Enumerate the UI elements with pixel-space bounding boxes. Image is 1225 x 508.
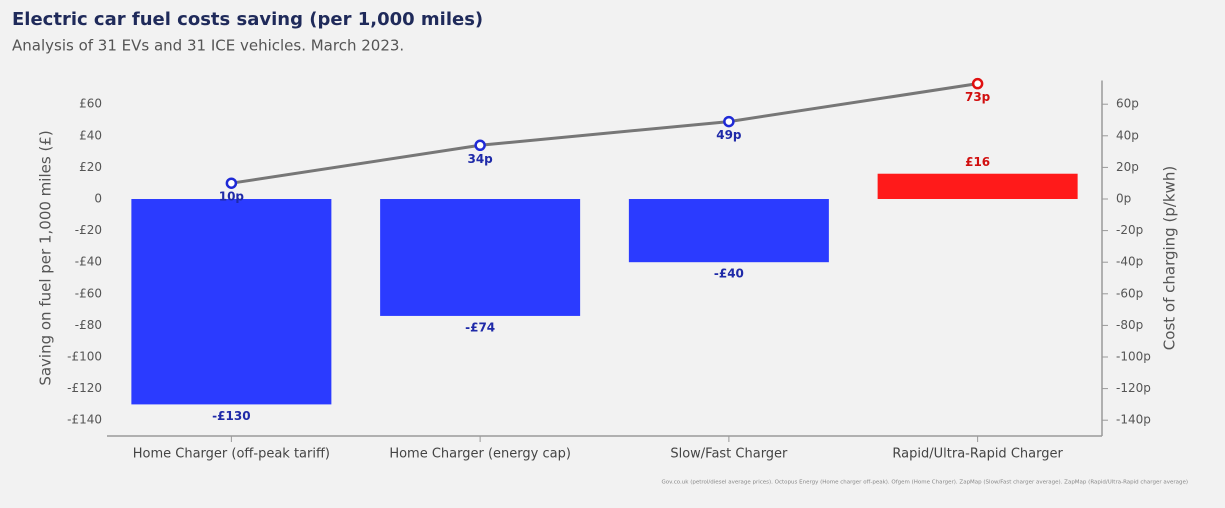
y2-tick-label: 20p [1116,160,1139,174]
bar [380,199,581,316]
y-tick-label: -£40 [75,255,102,269]
x-tick-label: Home Charger (energy cap) [389,447,571,462]
y-tick-label: -£20 [75,223,102,237]
y-tick-label: £20 [79,160,102,174]
line-value-label: 10p [219,190,245,204]
y2-tick-label: -120p [1116,381,1151,395]
x-tick-label: Rapid/Ultra-Rapid Charger [892,447,1063,462]
y2-tick-label: -100p [1116,350,1151,364]
y-tick-label: -£120 [67,381,102,395]
bar [877,173,1078,199]
chart-subtitle: Analysis of 31 EVs and 31 ICE vehicles. … [12,37,404,55]
x-tick-label: Slow/Fast Charger [670,447,788,462]
x-tick-label: Home Charger (off-peak tariff) [133,447,330,462]
line-marker [474,139,486,152]
bar-value-label: -£40 [714,267,744,281]
y2-tick-label: 0p [1116,192,1131,206]
y-tick-label: -£140 [67,413,102,427]
line-value-label: 49p [716,128,742,142]
line-value-label: 73p [965,90,991,104]
line-marker [225,177,238,189]
line-marker [971,77,984,90]
y2-tick-label: -20p [1116,223,1143,237]
line [231,82,978,185]
y2-tick-label: -60p [1116,286,1143,300]
source-note: Gov.co.uk (petrol/diesel average prices)… [662,480,1188,486]
bar-value-label: -£130 [212,409,250,423]
bar [628,199,829,263]
line-value-label: 34p [467,152,493,166]
line-marker [723,115,735,128]
y2-tick-label: 40p [1116,128,1139,142]
y-tick-label: £60 [79,97,102,111]
y-tick-label: -£80 [75,318,102,332]
y2-tick-label: 60p [1116,97,1139,111]
y2-tick-label: -80p [1116,318,1143,332]
y-tick-label: £40 [79,128,102,142]
y2-axis-title: Cost of charging (p/kwh) [1161,166,1179,350]
y-tick-label: 0 [94,192,102,206]
bar-value-label: £16 [965,155,990,169]
y2-tick-label: -40p [1116,255,1143,269]
chart-title: Electric car fuel costs saving (per 1,00… [12,9,483,30]
y-axis-title: Saving on fuel per 1,000 miles (£) [37,130,55,385]
bar [131,199,332,405]
bar-value-label: -£74 [465,320,495,334]
y2-tick-label: -140p [1116,413,1151,427]
y-tick-label: -£60 [75,286,102,300]
y-tick-label: -£100 [67,350,102,364]
